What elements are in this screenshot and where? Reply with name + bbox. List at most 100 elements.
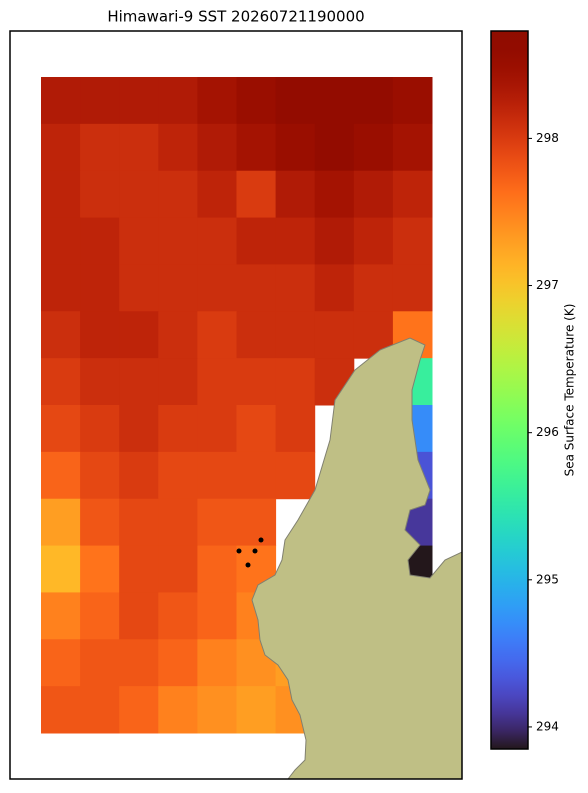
cell: [197, 264, 237, 312]
cell: [197, 77, 237, 125]
colorbar-tick-label: 294: [536, 719, 559, 733]
cell: [80, 217, 120, 265]
colorbar-frame: [490, 30, 529, 750]
cell: [158, 358, 198, 406]
cell: [158, 686, 198, 734]
cell: [236, 123, 277, 172]
colorbar-tick-label: 295: [536, 572, 559, 586]
cell: [197, 311, 237, 359]
cell: [80, 451, 120, 500]
colorbar-label: Sea Surface Temperature (K): [563, 304, 577, 477]
cell: [41, 123, 81, 172]
chart-title: Himawari-9 SST 20260721190000: [107, 8, 364, 26]
cell: [119, 451, 159, 500]
cell: [314, 77, 355, 125]
cell: [41, 170, 81, 219]
cell: [314, 123, 355, 172]
cell: [197, 592, 237, 640]
cell: [41, 545, 81, 593]
cell: [119, 264, 159, 312]
cell: [158, 639, 198, 687]
cell: [197, 217, 237, 265]
cell: [158, 545, 198, 593]
cell: [158, 77, 198, 125]
cell: [353, 170, 394, 219]
cell: [80, 264, 120, 312]
cell: [41, 592, 81, 640]
colorbar-tick-label: 296: [536, 425, 559, 439]
cell: [275, 170, 316, 219]
cell: [158, 217, 198, 265]
cell: [197, 405, 237, 453]
cell: [80, 498, 120, 547]
cell: [80, 639, 120, 687]
cell: [41, 405, 81, 453]
cell: [41, 217, 81, 265]
cell: [119, 639, 159, 687]
cell: [158, 451, 198, 500]
cell: [275, 264, 316, 312]
cell: [197, 545, 237, 593]
cell: [236, 686, 277, 734]
cell: [119, 405, 159, 453]
cell: [236, 311, 277, 359]
map-frame: [9, 30, 463, 780]
cell: [119, 592, 159, 640]
cell: [353, 264, 394, 312]
cell: [80, 123, 120, 172]
cell: [119, 358, 159, 406]
cell: [158, 123, 198, 172]
cell: [236, 405, 277, 453]
cell: [119, 686, 159, 734]
cell: [197, 451, 237, 500]
cell: [80, 592, 120, 640]
colorbar: [491, 31, 528, 749]
cell: [314, 170, 355, 219]
cell: [236, 498, 277, 547]
cell: [80, 170, 120, 219]
cell: [119, 311, 159, 359]
cell: [353, 217, 394, 265]
cell: [41, 451, 81, 500]
land: [251, 337, 463, 780]
cell: [392, 264, 433, 312]
cell: [197, 358, 237, 406]
cell: [158, 170, 198, 219]
cell: [236, 217, 277, 265]
cell: [80, 686, 120, 734]
cell: [392, 77, 433, 125]
cell: [236, 451, 277, 500]
cell: [80, 358, 120, 406]
cell: [41, 264, 81, 312]
cell: [119, 170, 159, 219]
cell: [158, 311, 198, 359]
cell: [275, 358, 316, 406]
cell: [392, 217, 433, 265]
cell: [41, 311, 81, 359]
cell: [275, 217, 316, 265]
cell: [392, 123, 433, 172]
cell: [275, 77, 316, 125]
colorbar-ticks: 294 295 296 297 298: [528, 131, 559, 733]
cell: [41, 358, 81, 406]
cell: [236, 358, 277, 406]
cell: [41, 498, 81, 547]
cell: [353, 77, 394, 125]
cell: [119, 123, 159, 172]
cell: [158, 498, 198, 547]
cell: [236, 264, 277, 312]
cell: [392, 170, 433, 219]
cell: [236, 170, 277, 219]
cell: [158, 264, 198, 312]
cell: [41, 77, 81, 125]
cell: [197, 170, 237, 219]
cell: [41, 639, 81, 687]
cell: [119, 77, 159, 125]
cell: [80, 311, 120, 359]
cell: [275, 311, 316, 359]
cell: [197, 639, 237, 687]
cell: [314, 311, 355, 359]
cell: [80, 77, 120, 125]
cell: [314, 217, 355, 265]
